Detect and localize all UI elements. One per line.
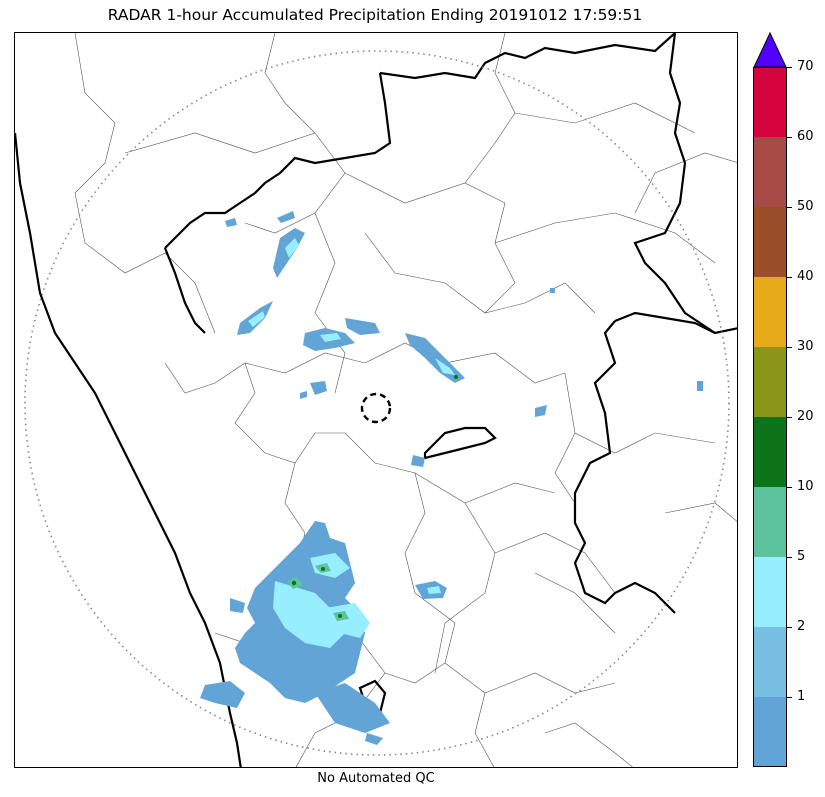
colorbar-segment — [753, 697, 787, 767]
colorbar-tick-label: 50 — [797, 199, 814, 214]
colorbar-segment — [753, 137, 787, 207]
colorbar-segment — [753, 627, 787, 697]
radar-site-marker[interactable] — [360, 392, 392, 424]
echo-south-main — [200, 521, 390, 745]
range-ring — [24, 50, 730, 756]
precipitation-echoes — [200, 211, 703, 745]
colorbar-tick-label: 5 — [797, 549, 806, 564]
colorbar-tick-mark — [787, 67, 792, 68]
colorbar-segment — [753, 487, 787, 557]
colorbar-segment — [753, 277, 787, 347]
colorbar-segment — [753, 557, 787, 627]
colorbar-tick-mark — [787, 697, 792, 698]
map-canvas — [15, 33, 737, 767]
colorbar-tick-label: 2 — [797, 619, 806, 634]
chart-title: RADAR 1-hour Accumulated Precipitation E… — [107, 6, 643, 24]
colorbar-tick-label: 1 — [797, 689, 806, 704]
colorbar-segment — [753, 417, 787, 487]
colorbar-tick-mark — [787, 277, 792, 278]
colorbar-segment — [753, 67, 787, 137]
qc-footer: No Automated QC — [317, 771, 435, 786]
colorbar-tick-label: 40 — [797, 269, 814, 284]
colorbar-tick-label: 70 — [797, 59, 814, 74]
echo-east — [415, 581, 447, 599]
colorbar-segment — [753, 207, 787, 277]
district-boundaries — [74, 33, 737, 767]
colorbar-segment — [753, 347, 787, 417]
colorbar-tick-mark — [787, 627, 792, 628]
radar-map[interactable] — [14, 32, 738, 768]
colorbar-tick-mark — [787, 137, 792, 138]
colorbar-extend-arrow — [753, 32, 787, 68]
colorbar-tick-mark — [787, 417, 792, 418]
colorbar-tick-mark — [787, 347, 792, 348]
colorbar-tick-mark — [787, 207, 792, 208]
colorbar-tick-label: 20 — [797, 409, 814, 424]
colorbar-tick-label: 10 — [797, 479, 814, 494]
colorbar-tick-mark — [787, 487, 792, 488]
echo-north-bands — [225, 211, 703, 467]
state-boundaries — [15, 33, 737, 767]
colorbar-tick-label: 30 — [797, 339, 814, 354]
colorbar-tick-label: 60 — [797, 129, 814, 144]
colorbar-tick-mark — [787, 557, 792, 558]
